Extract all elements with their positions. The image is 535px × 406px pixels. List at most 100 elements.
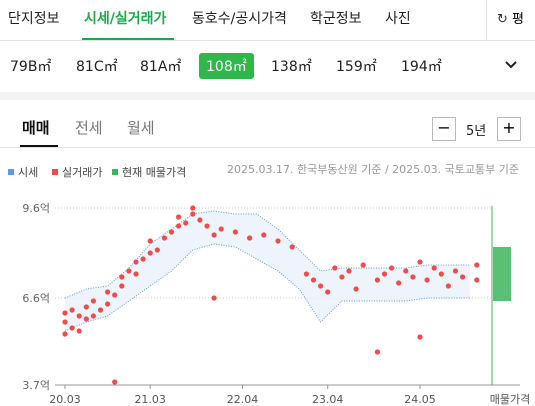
x-tick-label: 21.03 bbox=[134, 393, 166, 406]
x-tick-label: 22.04 bbox=[227, 393, 259, 406]
minus-button[interactable]: − bbox=[432, 117, 456, 141]
trade-point bbox=[431, 265, 437, 271]
area-chip[interactable]: 108㎡ bbox=[199, 53, 254, 79]
trade-point bbox=[211, 295, 217, 301]
period: 5년 bbox=[466, 124, 487, 139]
trade-point bbox=[474, 262, 480, 268]
trade-point bbox=[62, 319, 68, 325]
trade-point bbox=[168, 229, 175, 235]
area-chip[interactable]: 138㎡ bbox=[271, 59, 312, 75]
tab[interactable]: 학군정보 bbox=[310, 11, 362, 27]
trade-point bbox=[190, 205, 196, 211]
trade-point bbox=[69, 325, 75, 331]
trade-point bbox=[452, 268, 459, 274]
legend-label: 시세 bbox=[18, 166, 38, 179]
trade-point bbox=[197, 217, 203, 223]
tab[interactable]: 단지정보 bbox=[8, 11, 60, 27]
trade-point bbox=[126, 268, 132, 274]
trade-point bbox=[374, 277, 380, 283]
trade-point bbox=[76, 328, 82, 334]
trade-point bbox=[374, 349, 380, 355]
trade-point bbox=[62, 310, 68, 316]
trade-point bbox=[62, 331, 68, 337]
tab-underline bbox=[20, 145, 58, 147]
trade-point bbox=[112, 379, 118, 385]
trade-point bbox=[147, 238, 153, 244]
band-lower bbox=[64, 243, 470, 332]
trade-point bbox=[76, 313, 82, 319]
trade-point bbox=[147, 250, 153, 256]
trade-point bbox=[474, 277, 480, 283]
trade-point bbox=[332, 265, 338, 271]
trade-point bbox=[133, 259, 139, 265]
unit-toggle[interactable]: ↻ 평 bbox=[486, 0, 535, 40]
legend-label: 현재 매물가격 bbox=[122, 166, 186, 179]
unit-label: 평 bbox=[512, 12, 524, 27]
trade-point bbox=[161, 235, 167, 241]
trade-point bbox=[105, 289, 111, 295]
trade-point bbox=[275, 238, 281, 244]
listing-range bbox=[493, 247, 511, 301]
trade-point bbox=[247, 235, 253, 241]
plus-button[interactable]: + bbox=[497, 117, 521, 141]
legend-swatch bbox=[8, 169, 14, 175]
trade-point bbox=[176, 214, 182, 220]
trade-tab[interactable]: 전세 bbox=[75, 119, 103, 137]
divider bbox=[0, 40, 535, 41]
trade-point bbox=[389, 265, 395, 271]
listing-axis-label: 매물가격 bbox=[490, 393, 530, 406]
area-chip[interactable]: 159㎡ bbox=[336, 59, 377, 75]
separator bbox=[0, 92, 535, 100]
trade-point bbox=[232, 229, 238, 235]
area-chip[interactable]: 81A㎡ bbox=[140, 59, 182, 75]
tab[interactable]: 시세/실거래가 bbox=[84, 11, 167, 27]
x-tick-label: 23.04 bbox=[312, 393, 344, 406]
area-chip[interactable]: 194㎡ bbox=[401, 59, 442, 75]
trade-point bbox=[410, 274, 416, 280]
area-chip[interactable]: 81C㎡ bbox=[76, 59, 118, 75]
divider bbox=[0, 147, 535, 148]
area-chip[interactable]: 79B㎡ bbox=[10, 59, 52, 75]
chart: 2025.03.17. 한국부동산원 기준 / 2025.03. 국토교통부 기… bbox=[8, 163, 530, 406]
y-tick-label: 6.6억 bbox=[22, 292, 50, 305]
y-tick-label: 9.6억 bbox=[22, 202, 50, 215]
trade-point bbox=[83, 316, 89, 322]
x-tick-label: 24.05 bbox=[404, 393, 436, 406]
trade-point bbox=[154, 247, 160, 253]
trade-point bbox=[381, 271, 388, 277]
band-upper bbox=[64, 210, 470, 299]
tab[interactable]: 사진 bbox=[385, 11, 411, 27]
trade-point bbox=[438, 271, 444, 277]
band-fill bbox=[65, 211, 470, 331]
trade-point bbox=[445, 283, 451, 289]
trade-point bbox=[211, 232, 217, 238]
trade-point bbox=[339, 274, 345, 280]
trade-point bbox=[90, 298, 96, 304]
trade-point bbox=[303, 271, 309, 277]
trade-point bbox=[353, 286, 359, 292]
trade-point bbox=[310, 277, 317, 283]
trade-point bbox=[289, 244, 295, 250]
chevron[interactable] bbox=[503, 58, 519, 72]
trade-point bbox=[183, 220, 189, 226]
trade-point bbox=[417, 259, 423, 265]
trade-point bbox=[119, 283, 125, 289]
trade-point bbox=[460, 274, 466, 280]
tab[interactable]: 동호수/공시가격 bbox=[192, 11, 287, 27]
trade-point bbox=[90, 313, 96, 319]
trade-tab[interactable]: 매매 bbox=[22, 119, 50, 137]
trade-point bbox=[112, 292, 118, 298]
trade-point bbox=[119, 274, 125, 280]
trade-point bbox=[204, 223, 210, 229]
trade-tab[interactable]: 월세 bbox=[127, 119, 155, 137]
trade-point bbox=[97, 307, 104, 313]
legend-label: 실거래가 bbox=[62, 166, 102, 179]
trade-point bbox=[133, 271, 139, 277]
legend-swatch bbox=[52, 169, 58, 175]
trade-point bbox=[403, 268, 409, 274]
legend-swatch bbox=[112, 169, 118, 175]
trade-point bbox=[176, 223, 182, 229]
trade-point bbox=[105, 301, 111, 307]
trade-point bbox=[325, 289, 331, 295]
trade-point bbox=[396, 280, 402, 286]
